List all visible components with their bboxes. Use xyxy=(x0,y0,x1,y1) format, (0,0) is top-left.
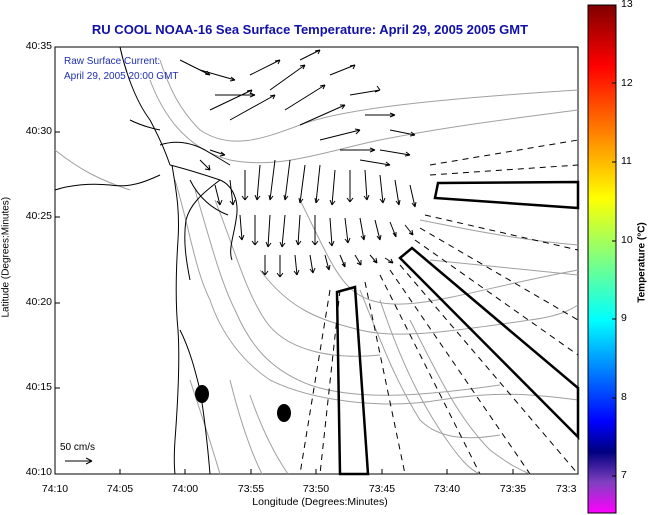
colorbar-tick-label: 8 xyxy=(621,391,627,403)
x-tick-label: 73:35 xyxy=(499,483,527,495)
y-tick-label: 40:15 xyxy=(25,381,52,393)
x-tick-label: 73:55 xyxy=(237,483,265,495)
x-tick-label: 73:3 xyxy=(556,483,577,495)
transect-box-south xyxy=(335,285,370,476)
y-tick-label: 40:25 xyxy=(25,210,52,222)
colorbar-label: Temperature (°C) xyxy=(636,222,648,303)
buoy-marker-west xyxy=(195,385,209,403)
chart-title: RU COOL NOAA-16 Sea Surface Temperature:… xyxy=(91,22,529,37)
x-tick-label: 74:00 xyxy=(171,483,199,495)
legend-line-2: April 29, 2005 20:00 GMT xyxy=(64,71,179,82)
x-tick-label: 73:40 xyxy=(433,483,461,495)
scale-arrow xyxy=(65,457,93,465)
bathymetry-contours xyxy=(54,59,579,475)
colorbar xyxy=(587,4,617,514)
legend-line-1: Raw Surface Current: xyxy=(64,56,161,67)
colorbar-tick-label: 12 xyxy=(621,77,633,89)
transect-boxes xyxy=(335,180,580,476)
axis-ticks xyxy=(55,46,514,475)
y-axis-label: Latitude (Degrees:Minutes) xyxy=(0,196,12,318)
x-tick-label: 74:10 xyxy=(41,483,69,495)
x-tick-label: 73:45 xyxy=(368,483,396,495)
y-tick-label: 40:35 xyxy=(25,40,52,52)
colorbar-tick-label: 7 xyxy=(621,469,627,481)
transect-box-southeast xyxy=(398,246,580,441)
transect-box-east xyxy=(433,180,580,210)
colorbar-tick-label: 11 xyxy=(621,155,632,167)
y-tick-label: 40:20 xyxy=(25,296,52,308)
coverage-lines xyxy=(299,139,579,475)
x-axis-label: Longitude (Degrees:Minutes) xyxy=(252,496,388,508)
y-tick-label: 40:30 xyxy=(25,125,52,137)
x-tick-label: 74:05 xyxy=(106,483,134,495)
plot-frame xyxy=(54,46,579,475)
colorbar-tick-label: 13 xyxy=(621,0,633,10)
y-tick-label: 40:10 xyxy=(25,466,52,478)
current-vectors xyxy=(179,49,417,278)
scale-label: 50 cm/s xyxy=(60,442,96,453)
buoy-marker-east xyxy=(277,404,291,422)
colorbar-tick-label: 9 xyxy=(621,312,627,324)
coastline xyxy=(54,46,238,475)
colorbar-tick-label: 10 xyxy=(621,234,633,246)
colorbar-ticks xyxy=(612,4,616,477)
x-tick-label: 73:50 xyxy=(302,483,330,495)
